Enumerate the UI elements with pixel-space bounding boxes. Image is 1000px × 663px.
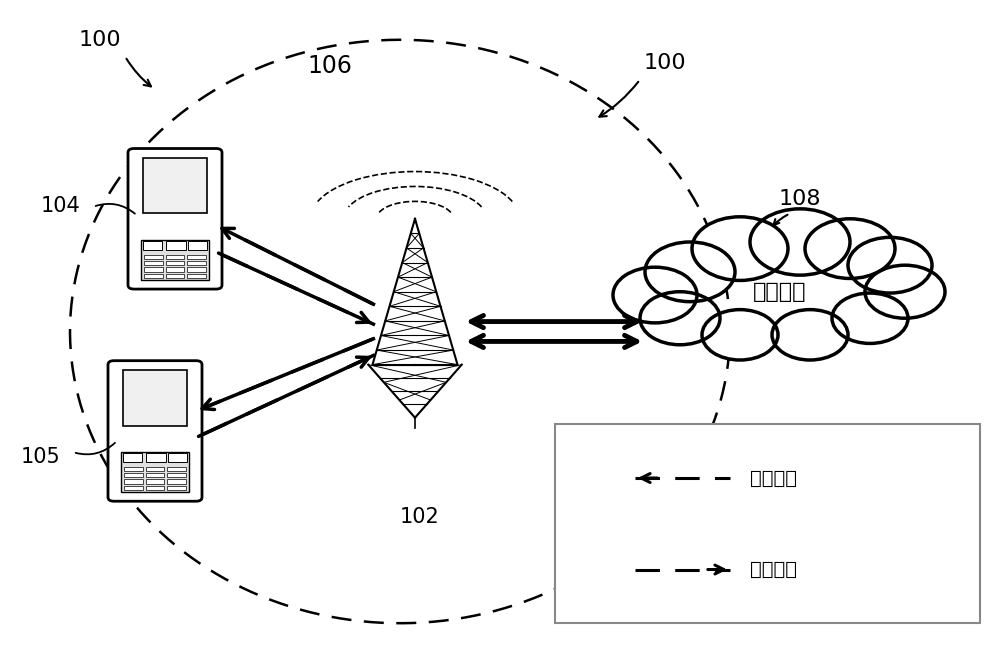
Text: 100: 100 bbox=[644, 53, 686, 73]
Bar bbox=[124, 473, 143, 477]
Circle shape bbox=[173, 373, 182, 380]
Bar bbox=[167, 473, 186, 477]
Bar bbox=[121, 452, 189, 492]
FancyBboxPatch shape bbox=[108, 361, 202, 501]
Circle shape bbox=[848, 237, 932, 293]
Circle shape bbox=[750, 209, 850, 275]
Text: 102: 102 bbox=[400, 507, 440, 527]
Bar bbox=[146, 473, 164, 477]
Bar bbox=[123, 453, 142, 462]
Bar bbox=[124, 486, 143, 490]
Bar bbox=[188, 241, 207, 250]
Bar bbox=[143, 241, 162, 250]
Bar bbox=[144, 261, 163, 265]
Text: 100: 100 bbox=[79, 30, 121, 50]
Text: 108: 108 bbox=[779, 189, 821, 209]
Bar bbox=[166, 255, 184, 259]
Bar bbox=[167, 479, 186, 484]
Bar bbox=[144, 255, 163, 259]
Text: 106: 106 bbox=[308, 54, 352, 78]
Bar bbox=[166, 261, 184, 265]
Circle shape bbox=[645, 242, 735, 302]
Circle shape bbox=[613, 267, 697, 323]
Bar bbox=[166, 274, 184, 278]
Bar bbox=[143, 158, 207, 213]
Circle shape bbox=[772, 310, 848, 360]
Bar bbox=[187, 261, 206, 265]
Text: 105: 105 bbox=[20, 448, 60, 467]
Bar bbox=[168, 453, 187, 462]
Bar bbox=[123, 370, 187, 426]
Text: 下行连接: 下行连接 bbox=[750, 560, 797, 579]
Circle shape bbox=[865, 265, 945, 318]
Circle shape bbox=[805, 219, 895, 278]
Bar bbox=[146, 453, 166, 462]
Bar bbox=[146, 467, 164, 471]
Circle shape bbox=[702, 310, 778, 360]
Text: 上行连接: 上行连接 bbox=[750, 469, 797, 487]
Bar bbox=[187, 255, 206, 259]
Bar bbox=[124, 479, 143, 484]
Bar bbox=[167, 467, 186, 471]
Bar bbox=[166, 267, 184, 272]
Bar bbox=[144, 274, 163, 278]
Bar bbox=[187, 274, 206, 278]
Circle shape bbox=[193, 161, 202, 168]
Bar bbox=[555, 424, 980, 623]
FancyBboxPatch shape bbox=[128, 149, 222, 289]
Circle shape bbox=[640, 292, 720, 345]
Circle shape bbox=[832, 293, 908, 343]
Bar bbox=[146, 486, 164, 490]
Bar bbox=[146, 479, 164, 484]
Bar bbox=[166, 241, 186, 250]
Bar bbox=[144, 267, 163, 272]
Text: 104: 104 bbox=[40, 196, 80, 215]
Bar bbox=[141, 240, 209, 280]
Circle shape bbox=[692, 217, 788, 280]
Bar bbox=[187, 267, 206, 272]
Bar bbox=[124, 467, 143, 471]
Text: 回程网络: 回程网络 bbox=[753, 282, 807, 302]
Bar bbox=[167, 486, 186, 490]
